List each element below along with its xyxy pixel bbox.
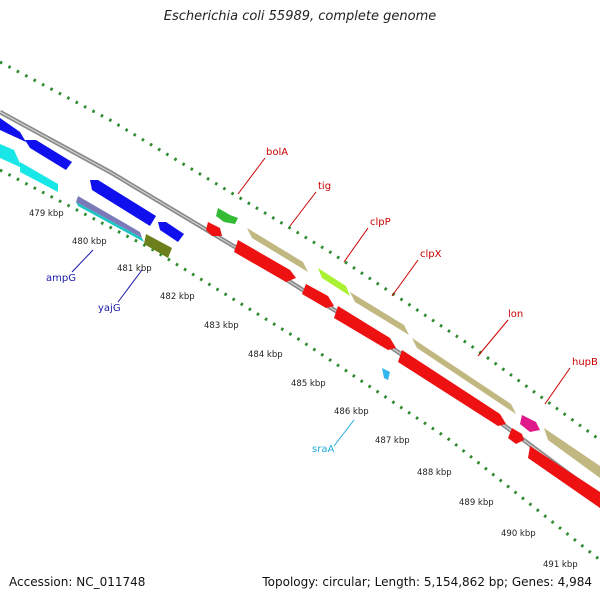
gene-label-tig[interactable]: tig <box>318 181 331 192</box>
accession-text: Accession: NC_011748 <box>9 575 146 589</box>
gene-bar-clpX[interactable] <box>350 292 409 335</box>
gene-label-sraA[interactable]: sraA <box>312 444 334 455</box>
gene-bar-cyan-2[interactable] <box>20 162 58 192</box>
tick-label: 482 kbp <box>160 292 195 302</box>
gene-bar-red-5[interactable] <box>398 350 506 426</box>
tick-label: 481 kbp <box>117 264 152 274</box>
tick-label: 491 kbp <box>543 560 578 570</box>
tick-label: 489 kbp <box>459 498 494 508</box>
gene-label-bolA[interactable]: bolA <box>266 147 288 158</box>
gene-bar-red-2[interactable] <box>234 240 296 282</box>
gene-label-hupB[interactable]: hupB <box>572 357 598 368</box>
gene-bar-hupB[interactable] <box>520 415 540 432</box>
gene-bar-blue-3[interactable] <box>90 180 156 226</box>
tick-label: 486 kbp <box>334 407 369 417</box>
topology-summary-text: Topology: circular; Length: 5,154,862 bp… <box>262 575 592 589</box>
gene-bar-clpP[interactable] <box>318 268 350 296</box>
gene-bar-ampG-stripe[interactable] <box>76 202 144 242</box>
tick-label: 485 kbp <box>291 379 326 389</box>
tick-label: 490 kbp <box>501 529 536 539</box>
gene-bar-lon[interactable] <box>412 338 516 414</box>
gene-label-lon[interactable]: lon <box>508 309 523 320</box>
tick-label: 479 kbp <box>29 209 64 219</box>
gene-bar-sraA[interactable] <box>382 368 390 380</box>
tick-label: 488 kbp <box>417 468 452 478</box>
gene-bar-red-7[interactable] <box>528 446 600 508</box>
tick-label: 484 kbp <box>248 350 283 360</box>
tick-labels: 479 kbp 480 kbp 481 kbp 482 kbp 483 kbp … <box>29 209 578 570</box>
inner-dotted-ring <box>0 168 600 562</box>
gene-bar-bolA[interactable] <box>216 208 238 224</box>
map-title: Escherichia coli 55989, complete genome <box>163 9 437 24</box>
gene-bar-khaki-end[interactable] <box>544 428 600 478</box>
gene-bar-blue-4[interactable] <box>158 222 184 242</box>
gene-bar-red-4[interactable] <box>334 306 396 350</box>
label-leader-lines <box>71 157 571 447</box>
gene-bar-red-6[interactable] <box>508 428 524 444</box>
gene-label-clpX[interactable]: clpX <box>420 249 442 260</box>
gene-bar-blue-2[interactable] <box>25 140 72 170</box>
tick-label: 487 kbp <box>375 436 410 446</box>
tick-label: 480 kbp <box>72 237 107 247</box>
gene-label-yajG[interactable]: yajG <box>98 303 121 314</box>
gene-bar-cyan-1[interactable] <box>0 144 22 168</box>
gene-bar-red-1[interactable] <box>206 222 222 236</box>
gene-bar-tig[interactable] <box>247 228 308 272</box>
tick-label: 483 kbp <box>204 321 239 331</box>
gene-label-ampG[interactable]: ampG <box>46 273 76 284</box>
gene-bar-yajG[interactable] <box>144 234 172 258</box>
gene-label-clpP[interactable]: clpP <box>370 217 391 228</box>
gene-bar-ampG[interactable] <box>76 196 142 238</box>
gene-bar-left-blue[interactable] <box>0 118 26 142</box>
gene-bar-red-3[interactable] <box>302 284 334 308</box>
